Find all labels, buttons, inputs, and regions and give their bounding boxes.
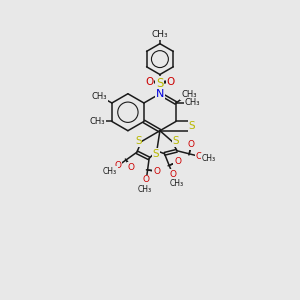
Text: CH₃: CH₃ — [202, 154, 216, 163]
Text: CH₃: CH₃ — [103, 167, 117, 176]
Text: O: O — [188, 140, 195, 149]
Text: CH₃: CH₃ — [89, 117, 105, 126]
Text: S: S — [173, 136, 179, 146]
Text: CH₃: CH₃ — [184, 98, 200, 107]
Text: O: O — [153, 167, 160, 176]
Text: CH₃: CH₃ — [181, 90, 197, 99]
Text: S: S — [153, 149, 159, 159]
Text: O: O — [169, 170, 176, 179]
Text: O: O — [114, 161, 122, 170]
Text: O: O — [167, 77, 175, 87]
Text: O: O — [143, 176, 150, 184]
Text: CH₃: CH₃ — [92, 92, 107, 101]
Text: O: O — [128, 163, 135, 172]
Text: CH₃: CH₃ — [152, 30, 168, 39]
Text: CH₃: CH₃ — [138, 185, 152, 194]
Text: O: O — [195, 152, 203, 161]
Text: S: S — [189, 121, 195, 131]
Text: N: N — [156, 89, 164, 99]
Text: O: O — [174, 158, 181, 166]
Text: S: S — [156, 77, 164, 90]
Text: S: S — [135, 136, 142, 146]
Text: CH₃: CH₃ — [169, 179, 184, 188]
Text: O: O — [145, 77, 153, 87]
